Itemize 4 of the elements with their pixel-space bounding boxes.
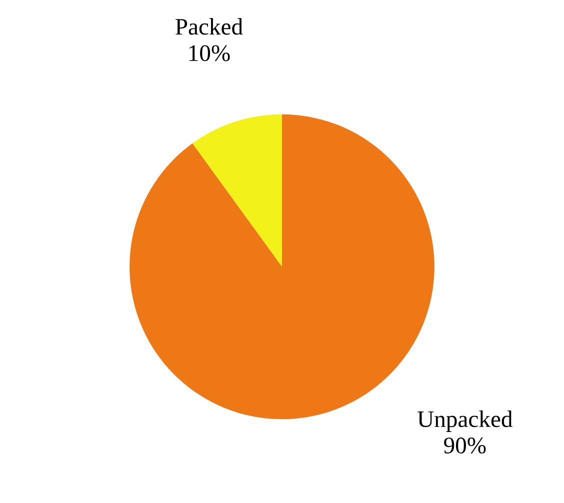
slice-label: Packed [176,18,243,35]
data-label: 90% [444,438,486,454]
slice-label: Unpacked [418,410,512,432]
data-label: 10% [189,45,230,62]
